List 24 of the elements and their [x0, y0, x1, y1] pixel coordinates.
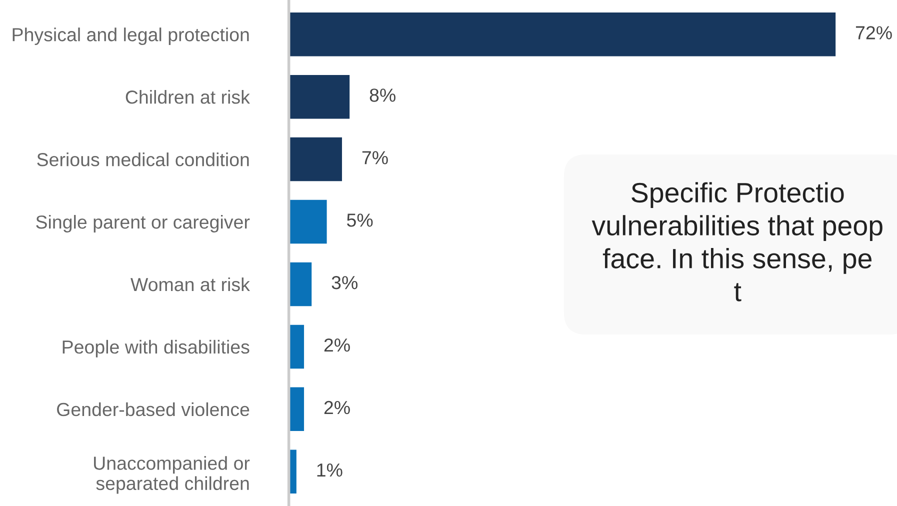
- y-tick-label: Single parent or caregiver: [36, 214, 250, 232]
- bar: [288, 324, 304, 369]
- data-label: 7%: [362, 151, 388, 164]
- data-label: 72%: [856, 26, 892, 40]
- bar: [288, 262, 312, 306]
- data-label: 8%: [370, 88, 396, 102]
- y-tick-label: Serious medical condition: [37, 152, 249, 166]
- y-tick-label: Children at risk: [126, 90, 250, 104]
- y-tick-label: Gender-based violence: [57, 402, 250, 416]
- y-tick-label: Woman at risk: [130, 277, 250, 292]
- bar: [288, 12, 836, 56]
- bar: [288, 137, 342, 182]
- bar: [288, 200, 327, 244]
- bar: [288, 74, 350, 119]
- data-label: 3%: [332, 276, 358, 290]
- data-label: 2%: [324, 338, 350, 352]
- y-tick-label: Unaccompanied or separated children: [94, 456, 250, 494]
- data-label: 5%: [346, 214, 373, 227]
- y-tick-label: Physical and legal protection: [12, 28, 249, 46]
- data-label: 1%: [317, 463, 342, 477]
- y-tick-label: People with disabilities: [62, 340, 250, 358]
- bar: [288, 387, 304, 432]
- annotation: Specific Protectio vulnerabilities that peop face. In this sense, pe t: [592, 182, 882, 302]
- data-label: 2%: [324, 400, 350, 414]
